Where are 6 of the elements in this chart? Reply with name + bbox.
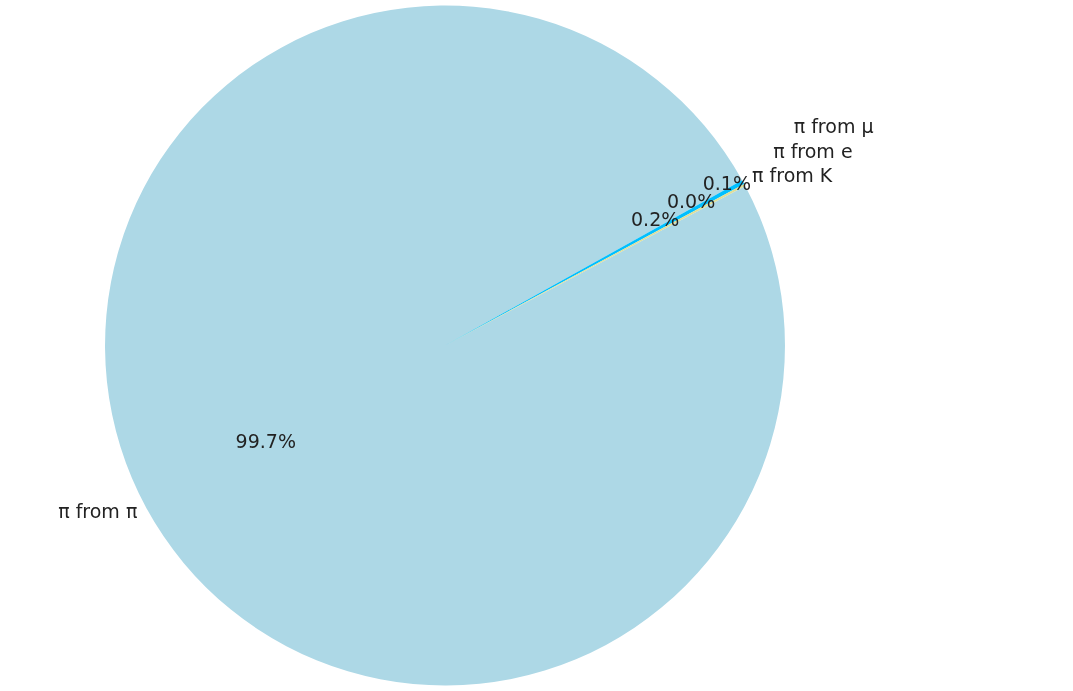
data-label: 99.7% bbox=[235, 429, 296, 452]
data-label: 0.1% bbox=[702, 172, 751, 195]
slice-label: π from K bbox=[752, 164, 833, 187]
category-label: π from e bbox=[773, 140, 853, 163]
slice-label: π from μ bbox=[793, 115, 874, 138]
slice-label: π from π bbox=[58, 499, 138, 522]
